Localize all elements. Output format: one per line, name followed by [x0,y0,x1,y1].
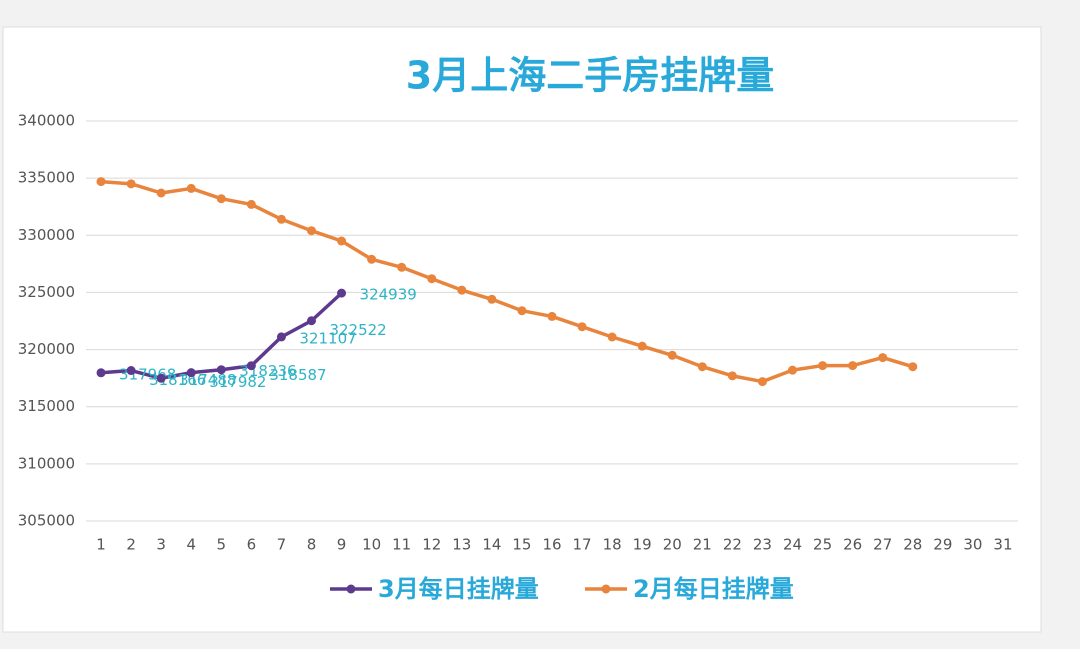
point [156,373,166,383]
data-label: 317982 [209,373,266,391]
data-label: 321107 [299,329,356,347]
point [186,368,196,378]
x-tick-label: 29 [933,536,952,554]
y-tick-label: 320000 [18,340,75,358]
card [2,26,1042,633]
point [487,294,497,304]
point [276,332,286,342]
x-tick-label: 7 [277,536,287,554]
point [337,288,347,298]
point [397,262,407,272]
chart-title: 3月上海二手房挂牌量 [406,54,774,98]
point [96,368,106,378]
point [667,350,677,360]
series-line [100,179,914,384]
point [878,353,888,363]
point [848,361,858,371]
x-tick-label: 20 [663,536,682,554]
x-tick-label: 8 [307,536,317,554]
point [276,214,286,224]
x-tick-label: 10 [362,536,381,554]
point [337,236,347,246]
point [367,254,377,264]
point [818,361,828,371]
point [126,366,136,376]
point [306,316,316,326]
point [727,371,737,381]
y-tick-label: 325000 [18,283,75,301]
point [216,365,226,375]
y-tick-label: 340000 [18,112,75,130]
point [908,362,918,372]
point [306,226,316,236]
x-tick-label: 19 [633,536,652,554]
x-tick-label: 1 [96,536,106,554]
x-tick-label: 17 [573,536,592,554]
x-tick-label: 26 [843,536,862,554]
y-tick-label: 335000 [18,169,75,187]
x-tick-label: 25 [813,536,832,554]
x-tick-label: 27 [873,536,892,554]
point [156,188,166,198]
x-tick-label: 18 [603,536,622,554]
x-tick-label: 3 [156,536,166,554]
legend-label: 2月每日挂牌量 [633,575,794,603]
point [547,311,557,321]
data-label: 324939 [360,286,417,304]
x-tick-label: 12 [422,536,441,554]
point [216,194,226,204]
x-tick-label: 4 [186,536,196,554]
point [246,361,256,371]
y-tick-label: 330000 [18,226,75,244]
legend-marker [601,584,611,594]
x-tick-label: 14 [482,536,501,554]
point [126,179,136,189]
x-tick-label: 2 [126,536,136,554]
x-tick-label: 22 [723,536,742,554]
legend-marker [346,584,356,594]
point [457,285,467,295]
point [607,332,617,342]
x-tick-label: 15 [512,536,531,554]
x-tick-label: 21 [693,536,712,554]
y-tick-label: 315000 [18,397,75,415]
legend-label: 3月每日挂牌量 [378,575,539,603]
x-tick-label: 5 [217,536,227,554]
x-tick-label: 9 [337,536,347,554]
point [577,322,587,332]
x-tick-label: 30 [963,536,982,554]
x-tick-label: 28 [903,536,922,554]
point [517,306,527,316]
point [246,199,256,209]
data-label: 318587 [269,366,326,384]
x-tick-label: 13 [452,536,471,554]
x-tick-label: 24 [783,536,802,554]
point [96,177,106,187]
point [697,362,707,372]
point [757,377,767,387]
x-tick-label: 16 [542,536,561,554]
x-tick-label: 6 [247,536,257,554]
x-tick-label: 23 [753,536,772,554]
x-tick-label: 31 [993,536,1012,554]
point [637,341,647,351]
point [788,365,798,375]
point [186,183,196,193]
x-tick-label: 11 [392,536,411,554]
y-tick-label: 310000 [18,454,75,472]
y-tick-label: 305000 [18,512,75,530]
data-label: 322522 [329,321,386,339]
point [427,274,437,284]
